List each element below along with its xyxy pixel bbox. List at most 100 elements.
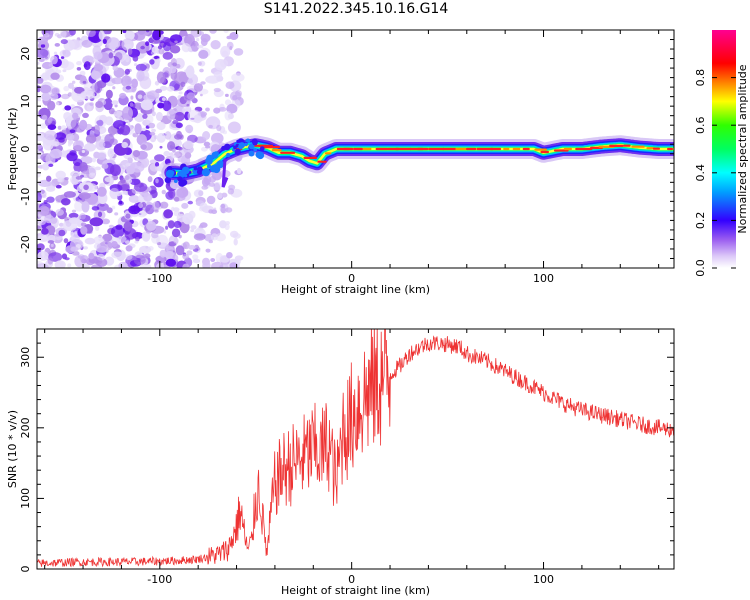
noise-blob (37, 251, 49, 261)
noise-blob (217, 192, 223, 199)
noise-blob (43, 32, 50, 38)
noise-blob (37, 232, 51, 242)
noise-blob (198, 190, 204, 197)
noise-blob (67, 126, 72, 130)
noise-blob (119, 124, 131, 136)
spectrogram-image (37, 30, 674, 268)
noise-blob (190, 225, 197, 230)
snr-series-line (37, 329, 674, 568)
noise-blob (166, 86, 175, 92)
noise-blob (109, 187, 120, 200)
noise-blob (71, 39, 83, 51)
noise-blob (37, 97, 42, 102)
noise-blob (170, 34, 183, 44)
noise-blob (64, 105, 72, 111)
noise-blob (72, 80, 76, 84)
noise-blob (130, 162, 145, 173)
noise-blob (165, 225, 169, 230)
noise-blob (111, 205, 116, 210)
noise-blob (84, 143, 96, 152)
noise-blob (38, 205, 50, 217)
noise-blob (63, 238, 69, 244)
noise-blob (86, 105, 92, 112)
noise-blob (157, 45, 163, 50)
y-axis-label: Frequency (Hz) (6, 108, 19, 191)
noise-blob (83, 61, 91, 71)
noise-blob (145, 204, 155, 215)
ridge-blob (234, 148, 241, 156)
noise-blob (111, 241, 118, 248)
noise-blob (174, 196, 180, 202)
noise-blob (202, 261, 211, 268)
noise-blob (41, 72, 50, 81)
noise-blob (101, 73, 111, 83)
noise-blob (182, 253, 190, 260)
noise-blob (152, 201, 160, 212)
noise-blob (213, 71, 223, 78)
noise-blob (119, 92, 127, 99)
noise-blob (121, 141, 128, 149)
noise-blob (146, 90, 160, 100)
noise-blob (162, 52, 173, 60)
noise-blob (174, 111, 185, 122)
noise-blob (236, 167, 242, 175)
noise-blob (70, 246, 79, 252)
noise-blob (97, 152, 107, 160)
noise-blob (167, 220, 175, 229)
noise-blob (60, 56, 65, 59)
noise-blob (82, 80, 87, 84)
noise-blob (163, 150, 170, 157)
noise-blob (134, 240, 139, 244)
ridge-blob (202, 168, 210, 177)
noise-blob (46, 196, 55, 203)
noise-blob (55, 209, 64, 216)
noise-blob (176, 187, 189, 198)
noise-blob (50, 55, 58, 65)
noise-blob (89, 217, 104, 227)
noise-blob (232, 95, 238, 101)
noise-blob (158, 48, 165, 55)
noise-blob (146, 221, 157, 231)
ridge-blob (196, 169, 202, 175)
noise-blob (156, 121, 166, 131)
noise-blob (172, 207, 180, 212)
colorbar-tick-label: 0.0 (694, 259, 707, 277)
noise-blob (68, 212, 79, 219)
noise-blob (131, 78, 139, 89)
noise-blob (125, 254, 133, 260)
noise-blob (161, 97, 166, 101)
noise-blob (159, 249, 167, 258)
noise-blob (114, 212, 119, 216)
noise-blob (74, 200, 85, 212)
noise-blob (67, 142, 72, 147)
noise-blob (168, 109, 175, 115)
noise-blob (37, 192, 42, 203)
noise-blob (187, 109, 201, 123)
noise-blob (132, 150, 141, 158)
noise-blob (47, 124, 57, 130)
noise-blob (169, 65, 177, 74)
noise-blob (200, 38, 208, 47)
noise-blob (104, 176, 114, 183)
noise-blob (157, 102, 165, 109)
noise-blob (227, 121, 241, 134)
noise-blob (88, 165, 97, 176)
colorbar-tick-label: 0.8 (694, 69, 707, 87)
noise-blob (91, 126, 96, 131)
noise-blob (151, 231, 159, 239)
y-tick-label: 200 (19, 417, 32, 438)
noise-blob (184, 152, 192, 159)
noise-blob (50, 243, 54, 247)
noise-blob (124, 175, 130, 181)
noise-blob (38, 107, 51, 120)
noise-blob (181, 202, 189, 209)
noise-blob (185, 124, 194, 134)
noise-blob (88, 252, 95, 260)
noise-blob (140, 99, 153, 111)
noise-blob (44, 214, 55, 224)
noise-blob (76, 61, 82, 66)
noise-blob (67, 92, 73, 97)
noise-blob (221, 50, 229, 57)
